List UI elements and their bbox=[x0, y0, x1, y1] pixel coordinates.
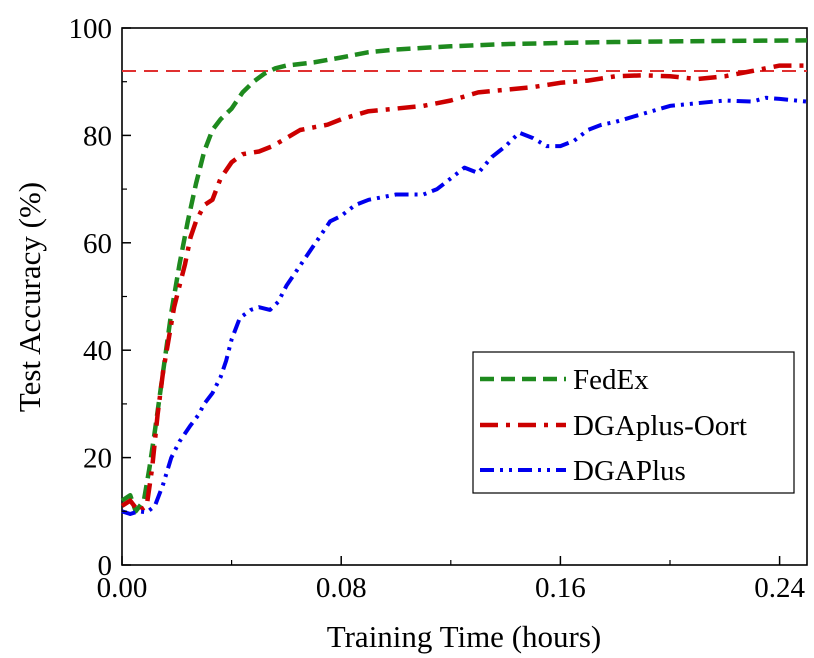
legend-label-fedex: FedEx bbox=[573, 364, 649, 396]
legend-label-dgaplus: DGAPlus bbox=[573, 455, 686, 487]
series-line-fedex bbox=[120, 38, 808, 514]
legend: FedEx DGAplus-Oort DGAPlus bbox=[472, 351, 795, 494]
y-tick-label: 60 bbox=[83, 228, 112, 260]
series-line-dgaplus-oort bbox=[120, 63, 807, 514]
y-tick-label: 40 bbox=[83, 335, 112, 367]
x-tick-label: 0.16 bbox=[535, 572, 586, 604]
axis-layer: 0 20 40 60 80 100 0.00 0.08 0.16 0.24 bbox=[69, 13, 806, 604]
x-tick-label: 0.08 bbox=[316, 572, 367, 604]
y-tick-label: 80 bbox=[83, 120, 112, 152]
y-tick-label: 0 bbox=[98, 550, 113, 582]
y-axis-title: Test Accuracy (%) bbox=[12, 182, 47, 412]
y-tick-label: 20 bbox=[83, 443, 112, 475]
y-tick-label: 100 bbox=[69, 13, 113, 45]
series-layer bbox=[120, 38, 808, 516]
plot-area: 0 20 40 60 80 100 0.00 0.08 0.16 0.24 bbox=[69, 13, 808, 604]
x-tick-label: 0.00 bbox=[97, 572, 148, 604]
x-tick-label: 0.24 bbox=[754, 572, 805, 604]
x-axis-title: Training Time (hours) bbox=[327, 619, 601, 654]
legend-label-dgaplus-oort: DGAplus-Oort bbox=[573, 410, 747, 442]
